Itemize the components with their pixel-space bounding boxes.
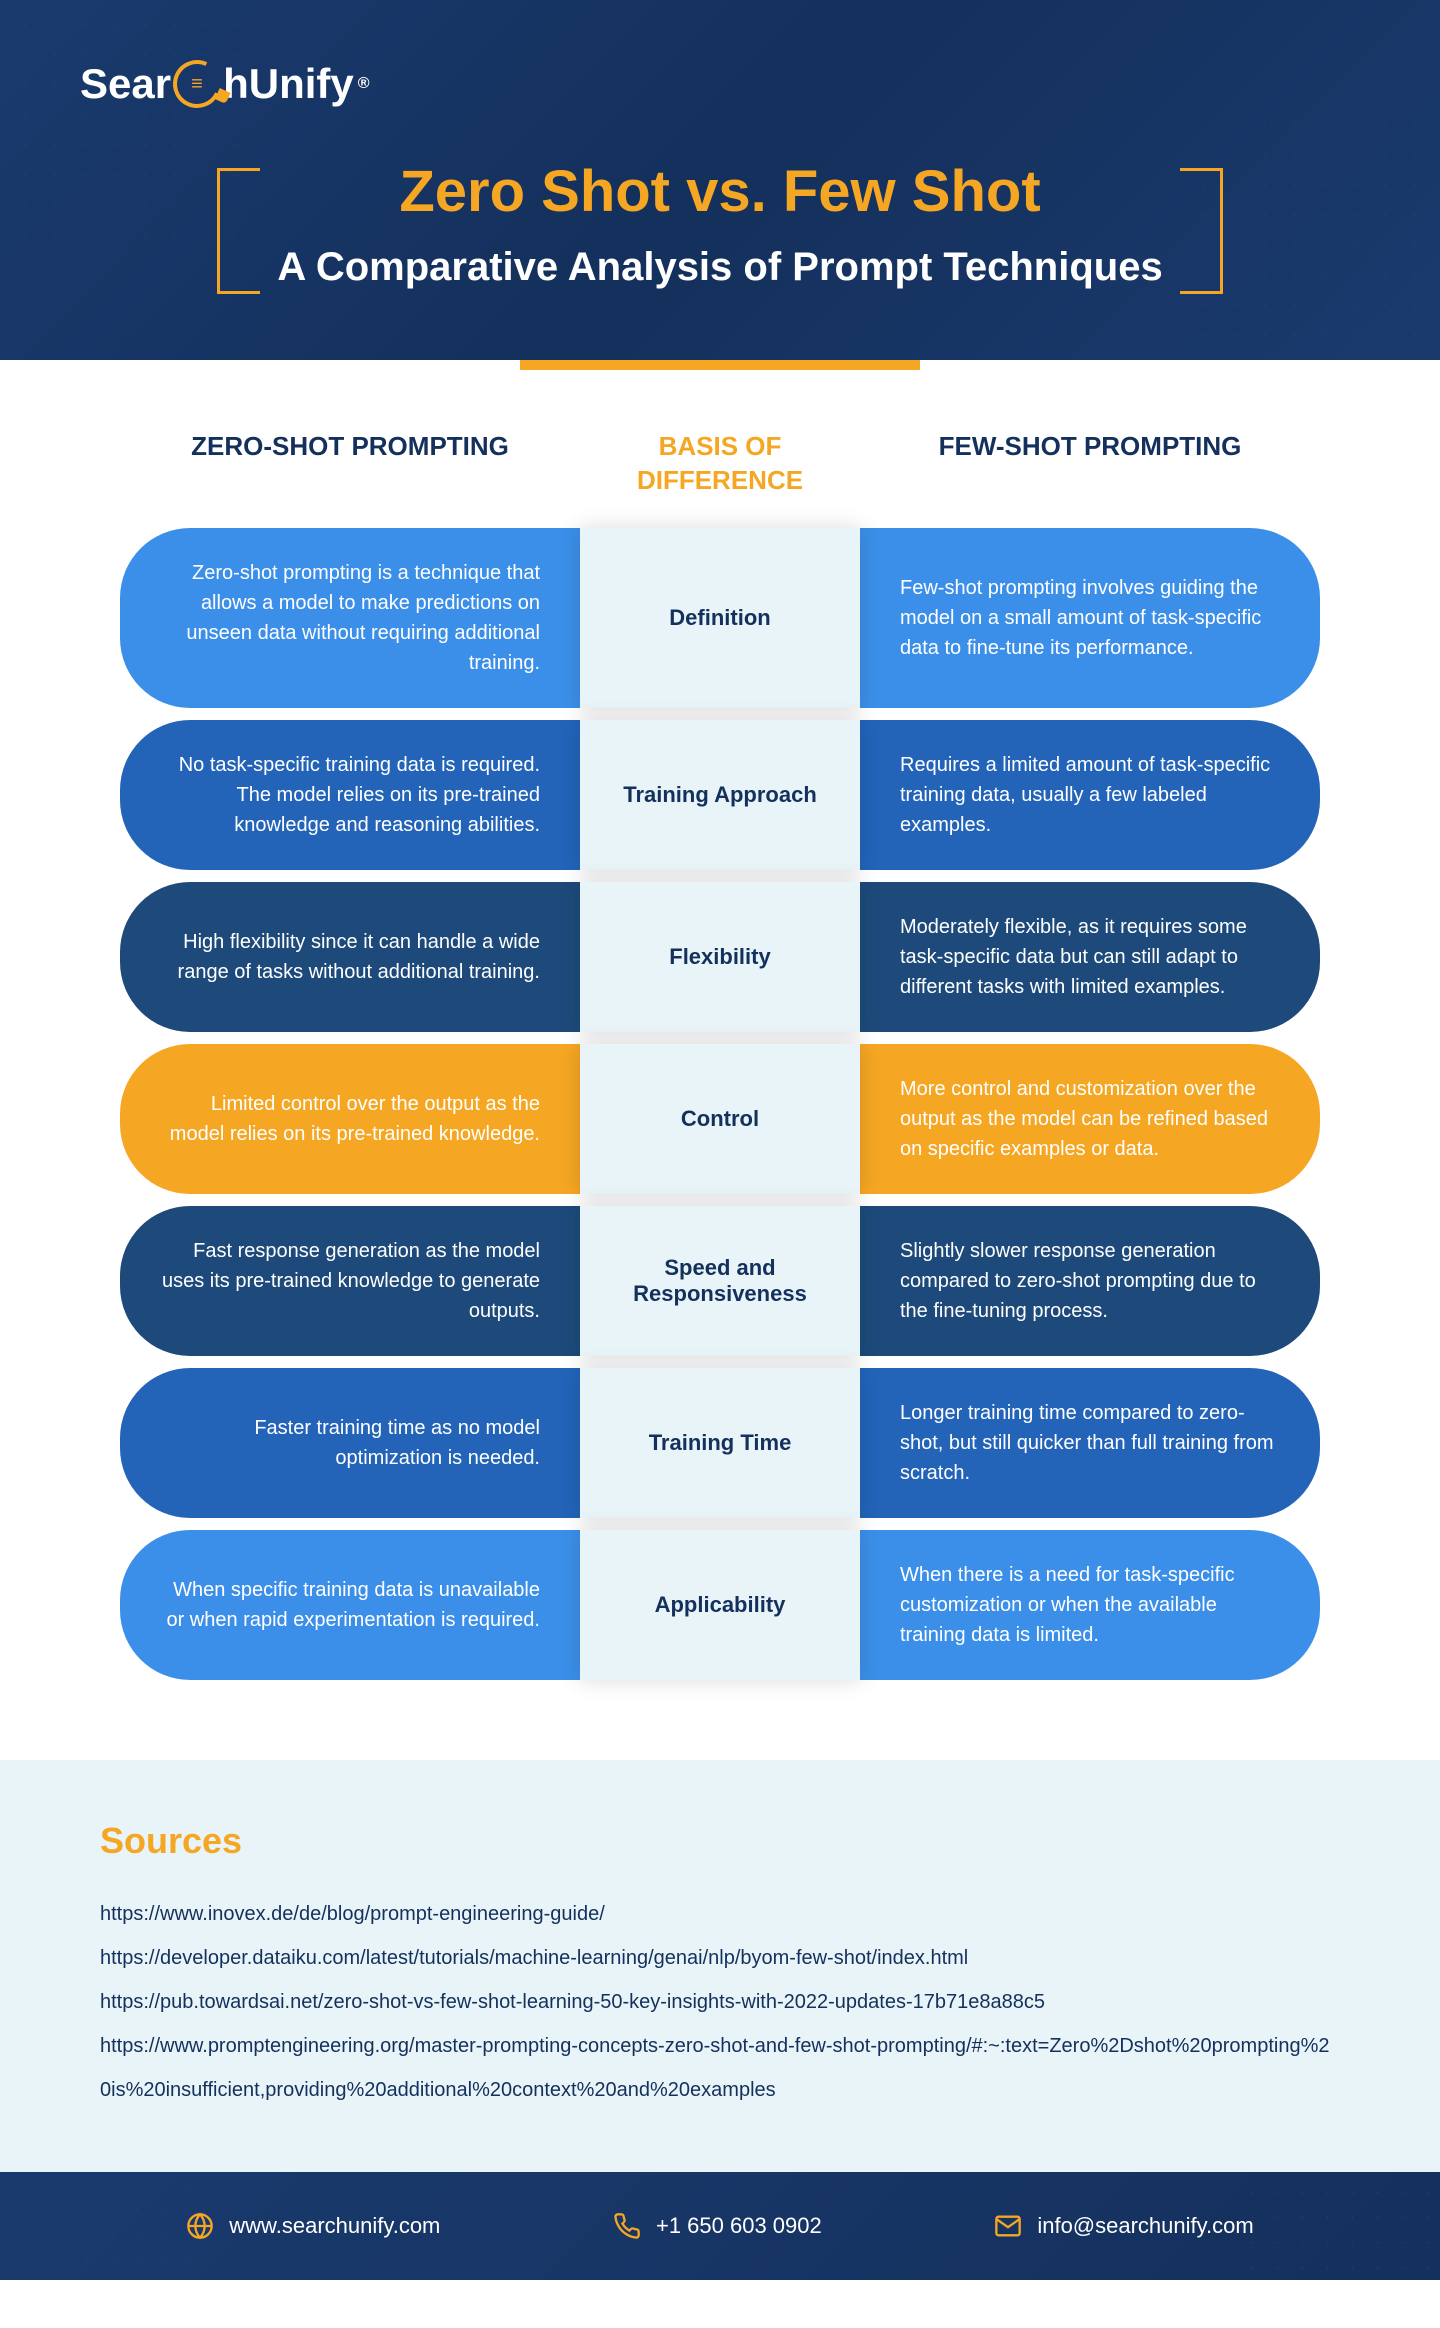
main-title: Zero Shot vs. Few Shot [277, 158, 1162, 225]
sources-title: Sources [100, 1820, 1340, 1862]
row-mid-cell: Training Approach [580, 720, 860, 870]
subtitle: A Comparative Analysis of Prompt Techniq… [277, 245, 1162, 290]
row-right-cell: Moderately flexible, as it requires some… [860, 882, 1320, 1032]
title-block: Zero Shot vs. Few Shot A Comparative Ana… [80, 158, 1360, 290]
source-link[interactable]: https://www.promptengineering.org/master… [100, 2024, 1340, 2112]
comparison-row: When specific training data is unavailab… [120, 1530, 1320, 1680]
row-mid-cell: Applicability [580, 1530, 860, 1680]
row-mid-cell: Flexibility [580, 882, 860, 1032]
row-mid-cell: Definition [580, 528, 860, 708]
col-header-right: FEW-SHOT PROMPTING [860, 430, 1320, 498]
logo-text-2: hUnify [223, 60, 354, 108]
row-right-cell: More control and customization over the … [860, 1044, 1320, 1194]
logo-registered: ® [358, 75, 370, 93]
footer-phone[interactable]: +1 650 603 0902 [613, 2212, 822, 2240]
row-right-cell: When there is a need for task-specific c… [860, 1530, 1320, 1680]
row-mid-cell: Speed and Responsiveness [580, 1206, 860, 1356]
footer-email[interactable]: info@searchunify.com [994, 2212, 1253, 2240]
sources-section: Sources https://www.inovex.de/de/blog/pr… [0, 1760, 1440, 2172]
source-link[interactable]: https://developer.dataiku.com/latest/tut… [100, 1936, 1340, 1980]
footer-website[interactable]: www.searchunify.com [186, 2212, 440, 2240]
phone-icon [613, 2212, 641, 2240]
logo-text-1: Sear [80, 60, 171, 108]
row-left-cell: No task-specific training data is requir… [120, 720, 580, 870]
col-header-mid: BASIS OF DIFFERENCE [580, 430, 860, 498]
row-mid-cell: Control [580, 1044, 860, 1194]
row-left-cell: Limited control over the output as the m… [120, 1044, 580, 1194]
content: ZERO-SHOT PROMPTING BASIS OF DIFFERENCE … [0, 360, 1440, 1760]
accent-bar [520, 360, 920, 370]
comparison-row: Zero-shot prompting is a technique that … [120, 528, 1320, 708]
comparison-row: Faster training time as no model optimiz… [120, 1368, 1320, 1518]
footer-website-text: www.searchunify.com [229, 2213, 440, 2239]
logo-magnifier-icon: ≡ [166, 53, 228, 115]
logo: Sear ≡ hUnify ® [80, 60, 1360, 108]
column-headers: ZERO-SHOT PROMPTING BASIS OF DIFFERENCE … [120, 430, 1320, 498]
globe-icon [186, 2212, 214, 2240]
row-left-cell: High flexibility since it can handle a w… [120, 882, 580, 1032]
col-header-left: ZERO-SHOT PROMPTING [120, 430, 580, 498]
row-left-cell: Faster training time as no model optimiz… [120, 1368, 580, 1518]
row-right-cell: Requires a limited amount of task-specif… [860, 720, 1320, 870]
header: Sear ≡ hUnify ® Zero Shot vs. Few Shot A… [0, 0, 1440, 360]
footer-phone-text: +1 650 603 0902 [656, 2213, 822, 2239]
source-link[interactable]: https://pub.towardsai.net/zero-shot-vs-f… [100, 1980, 1340, 2024]
sources-list: https://www.inovex.de/de/blog/prompt-eng… [100, 1892, 1340, 2112]
row-right-cell: Longer training time compared to zero-sh… [860, 1368, 1320, 1518]
comparison-row: Limited control over the output as the m… [120, 1044, 1320, 1194]
comparison-row: High flexibility since it can handle a w… [120, 882, 1320, 1032]
row-left-cell: Fast response generation as the model us… [120, 1206, 580, 1356]
comparison-row: Fast response generation as the model us… [120, 1206, 1320, 1356]
row-left-cell: When specific training data is unavailab… [120, 1530, 580, 1680]
row-mid-cell: Training Time [580, 1368, 860, 1518]
row-left-cell: Zero-shot prompting is a technique that … [120, 528, 580, 708]
comparison-row: No task-specific training data is requir… [120, 720, 1320, 870]
footer: www.searchunify.com +1 650 603 0902 info… [0, 2172, 1440, 2280]
row-right-cell: Few-shot prompting involves guiding the … [860, 528, 1320, 708]
email-icon [994, 2212, 1022, 2240]
row-right-cell: Slightly slower response generation comp… [860, 1206, 1320, 1356]
footer-email-text: info@searchunify.com [1037, 2213, 1253, 2239]
comparison-rows: Zero-shot prompting is a technique that … [120, 528, 1320, 1680]
source-link[interactable]: https://www.inovex.de/de/blog/prompt-eng… [100, 1892, 1340, 1936]
